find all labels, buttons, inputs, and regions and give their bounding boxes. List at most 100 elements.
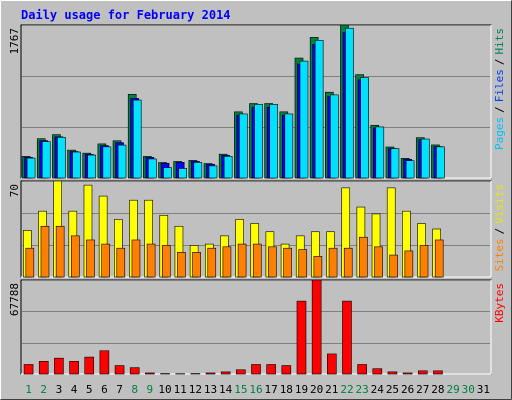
bar xyxy=(313,256,323,278)
bar xyxy=(343,247,353,278)
legend-entry: Hits xyxy=(493,28,506,55)
bar xyxy=(436,146,445,179)
x-tick-label: 6 xyxy=(101,383,108,396)
bar xyxy=(193,162,203,179)
x-tick-label: 25 xyxy=(386,383,399,396)
bar xyxy=(192,252,201,278)
bar xyxy=(327,353,337,375)
chart-title: Daily usage for February 2014 xyxy=(21,8,231,22)
bar xyxy=(237,243,247,278)
bar xyxy=(281,365,292,375)
x-tick-label: 16 xyxy=(249,383,262,396)
legend: Sites / Visits xyxy=(493,184,506,272)
x-tick-label: 2 xyxy=(40,383,47,396)
x-tick-label: 18 xyxy=(280,383,293,396)
x-tick-label: 23 xyxy=(356,383,369,396)
bar xyxy=(116,247,126,278)
bar xyxy=(330,94,339,179)
bar xyxy=(299,60,309,179)
x-tick-label: 31 xyxy=(477,383,490,396)
bar xyxy=(57,137,66,179)
y-tick-label: 70 xyxy=(8,184,21,197)
x-tick-label: 22 xyxy=(340,383,353,396)
bar xyxy=(374,246,383,278)
x-tick-label: 26 xyxy=(401,383,414,396)
y-tick-label: 1767 xyxy=(8,28,21,55)
bar xyxy=(390,148,400,179)
x-tick-label: 4 xyxy=(71,383,78,396)
plot-area xyxy=(20,279,492,375)
legend-entry: Sites xyxy=(493,238,506,271)
legend-separator: / xyxy=(493,106,506,113)
x-tick-label: 14 xyxy=(219,383,233,396)
bar xyxy=(314,40,324,179)
bar xyxy=(434,239,444,278)
bar xyxy=(161,245,171,278)
bar xyxy=(236,369,246,375)
x-tick-label: 13 xyxy=(204,383,217,396)
bar xyxy=(87,154,97,179)
x-tick-label: 27 xyxy=(416,383,429,396)
bar xyxy=(359,236,368,278)
legend: Pages / Files / Hits xyxy=(493,28,506,150)
bar xyxy=(283,247,292,278)
x-tick-label: 12 xyxy=(189,383,202,396)
legend-separator: / xyxy=(493,228,506,235)
y-tick-label: 67788 xyxy=(8,283,21,316)
bar xyxy=(84,356,95,375)
bar xyxy=(360,77,369,179)
bar xyxy=(254,104,263,179)
x-tick-label: 20 xyxy=(310,383,323,396)
bar xyxy=(375,126,385,179)
bar xyxy=(284,113,294,179)
bar xyxy=(178,168,187,179)
bar xyxy=(387,371,398,375)
bar xyxy=(101,243,110,278)
bar xyxy=(146,243,156,278)
x-tick-label: 30 xyxy=(462,383,475,396)
bar xyxy=(251,364,261,375)
bar xyxy=(55,225,65,278)
bar xyxy=(220,371,231,375)
legend-separator: / xyxy=(493,59,506,66)
bar xyxy=(177,252,186,278)
bar xyxy=(117,144,127,179)
x-tick-label: 17 xyxy=(265,383,278,396)
bar xyxy=(404,250,414,278)
bar xyxy=(342,300,352,375)
x-tick-label: 8 xyxy=(131,383,138,396)
bar xyxy=(69,361,79,375)
bar xyxy=(71,235,80,278)
bar xyxy=(148,158,157,179)
x-tick-label: 1 xyxy=(25,383,32,396)
bar xyxy=(131,239,141,278)
bar xyxy=(205,372,216,375)
bar xyxy=(222,246,232,278)
bar xyxy=(433,370,443,375)
legend-entry: Visits xyxy=(493,184,506,224)
legend-entry: KBytes xyxy=(493,283,506,323)
x-tick-label: 21 xyxy=(325,383,338,396)
bar xyxy=(102,146,112,179)
x-tick-label: 5 xyxy=(86,383,93,396)
bar xyxy=(357,364,367,375)
bar xyxy=(25,247,35,278)
bar xyxy=(26,157,36,179)
x-tick-label: 24 xyxy=(371,383,385,396)
bar xyxy=(132,99,142,179)
x-tick-label: 9 xyxy=(147,383,154,396)
bar xyxy=(38,361,49,375)
x-tick-label: 19 xyxy=(295,383,308,396)
bar xyxy=(311,279,322,375)
x-tick-label: 29 xyxy=(446,383,459,396)
bar xyxy=(252,243,262,278)
bar xyxy=(405,160,415,179)
bar xyxy=(402,372,413,375)
bar xyxy=(298,249,308,278)
bar xyxy=(239,113,248,179)
x-tick-label: 11 xyxy=(174,383,187,396)
bar xyxy=(419,245,429,278)
bar xyxy=(86,239,95,278)
legend-entry: Files xyxy=(493,69,506,102)
